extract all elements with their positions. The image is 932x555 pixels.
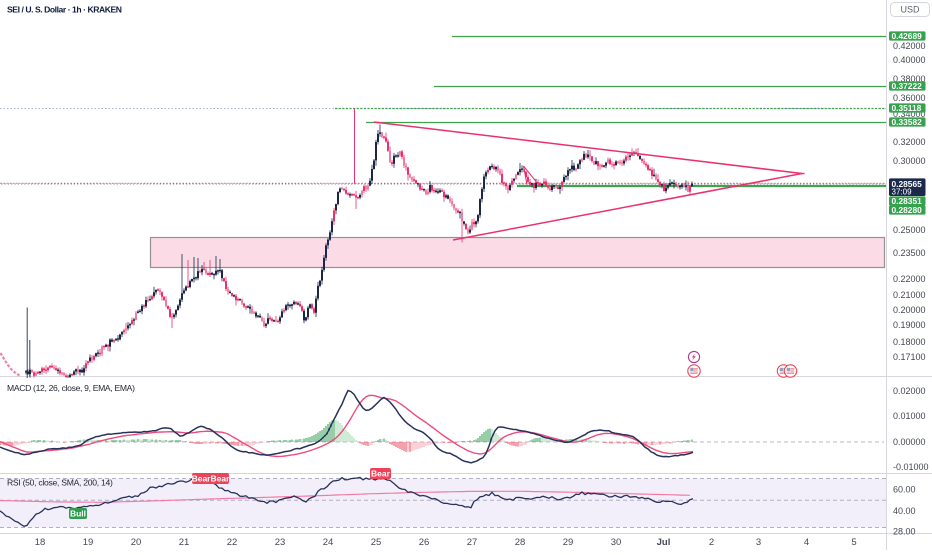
svg-text:22: 22 — [227, 537, 238, 548]
svg-text:0.33582: 0.33582 — [892, 117, 923, 127]
svg-text:0.20000: 0.20000 — [893, 305, 926, 315]
svg-text:5: 5 — [851, 537, 856, 548]
svg-text:Bull: Bull — [70, 509, 86, 519]
svg-text:Jul: Jul — [657, 537, 671, 548]
svg-text:-0.01000: -0.01000 — [893, 462, 929, 472]
svg-text:0.35118: 0.35118 — [892, 103, 922, 113]
svg-text:28: 28 — [515, 537, 526, 548]
svg-text:0.42000: 0.42000 — [893, 41, 926, 51]
svg-text:21: 21 — [179, 537, 190, 548]
svg-text:19: 19 — [83, 537, 94, 548]
svg-text:0.36000: 0.36000 — [893, 93, 926, 103]
svg-text:28.00: 28.00 — [893, 527, 916, 537]
svg-text:USD: USD — [900, 5, 920, 15]
svg-text:0.42689: 0.42689 — [892, 31, 923, 41]
svg-text:24: 24 — [323, 537, 334, 548]
svg-text:0.18000: 0.18000 — [893, 337, 926, 347]
svg-text:0.32000: 0.32000 — [893, 137, 926, 147]
svg-text:0.19000: 0.19000 — [893, 320, 926, 330]
svg-text:26: 26 — [419, 537, 430, 548]
svg-text:0.37222: 0.37222 — [892, 81, 923, 91]
svg-text:60.00: 60.00 — [893, 485, 916, 495]
svg-text:3: 3 — [756, 537, 761, 548]
svg-text:29: 29 — [563, 537, 574, 548]
svg-text:0.23500: 0.23500 — [893, 248, 926, 258]
svg-text:0.17100: 0.17100 — [893, 352, 926, 362]
svg-text:0.22000: 0.22000 — [893, 274, 926, 284]
svg-text:30: 30 — [611, 537, 622, 548]
svg-text:0.01000: 0.01000 — [893, 411, 926, 421]
svg-text:0.38000: 0.38000 — [893, 74, 926, 84]
svg-text:2: 2 — [709, 537, 714, 548]
svg-text:0.25000: 0.25000 — [893, 225, 926, 235]
svg-text:40.00: 40.00 — [893, 506, 916, 516]
svg-text:0.28351: 0.28351 — [892, 196, 923, 206]
svg-text:20: 20 — [131, 537, 142, 548]
svg-text:25: 25 — [371, 537, 382, 548]
svg-text:0.02000: 0.02000 — [893, 386, 926, 396]
svg-text:27: 27 — [467, 537, 478, 548]
svg-text:Bear: Bear — [371, 469, 391, 479]
svg-text:4: 4 — [804, 537, 809, 548]
svg-text:RSI (50, close, SMA, 200, 14): RSI (50, close, SMA, 200, 14) — [7, 478, 113, 488]
svg-text:0.21000: 0.21000 — [893, 290, 926, 300]
svg-text:37:09: 37:09 — [892, 188, 913, 197]
svg-text:MACD (12, 26, close, 9, EMA, E: MACD (12, 26, close, 9, EMA, EMA) — [7, 383, 135, 393]
svg-text:0.34000: 0.34000 — [893, 109, 926, 119]
svg-text:0.28565: 0.28565 — [892, 179, 923, 189]
svg-text:0.30000: 0.30000 — [893, 156, 926, 166]
svg-text:18: 18 — [35, 537, 46, 548]
svg-text:23: 23 — [275, 537, 286, 548]
svg-text:SEI / U. S. Dollar · 1h · KRAK: SEI / U. S. Dollar · 1h · KRAKEN — [7, 5, 122, 15]
svg-text:BearBear: BearBear — [192, 474, 230, 484]
svg-text:0.40000: 0.40000 — [893, 55, 926, 65]
svg-text:0.28280: 0.28280 — [892, 205, 923, 215]
svg-text:0.00000: 0.00000 — [893, 437, 926, 447]
